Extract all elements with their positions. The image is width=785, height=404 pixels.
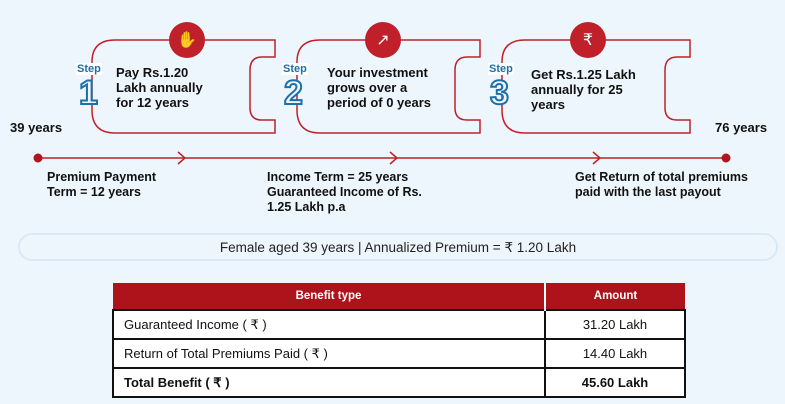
step-1-text: Pay Rs.1.20 Lakh annually for 12 years [116, 65, 203, 110]
step-3-label: Step [488, 63, 514, 75]
step-2-text: Your investment grows over a period of 0 y… [327, 65, 432, 110]
growth-chart-icon: ↗ [365, 22, 401, 58]
table-row: Guaranteed Income ( ₹ ) 31.20 Lakh [112, 309, 686, 340]
amount-cell: 14.40 Lakh [544, 338, 686, 369]
timeline-arrow-icon [177, 151, 187, 165]
step-3-text: Get Rs.1.25 Lakh annually for 25 years [531, 67, 636, 112]
timeline-start-dot [33, 153, 43, 163]
step-1-number: 1 [78, 74, 99, 112]
timeline-arrow-icon [389, 151, 399, 165]
amount-cell: 31.20 Lakh [544, 309, 686, 340]
table-header-row: Benefit type Amount [113, 283, 685, 310]
step-2-frame [296, 39, 481, 134]
step-1-label: Step [76, 63, 102, 75]
start-age: 39 years [10, 120, 63, 135]
benefit-type-cell: Total Benefit ( ₹ ) [112, 367, 546, 398]
timeline-arrow-icon [592, 151, 602, 165]
income-term-label: Income Term = 25 years Guaranteed Income … [267, 170, 422, 214]
timeline-end-dot [721, 153, 731, 163]
step-3-frame [501, 39, 691, 134]
step-1-frame [91, 39, 276, 134]
premium-term-label: Premium Payment Term = 12 years [47, 170, 157, 199]
step-3-number: 3 [489, 74, 510, 112]
column-header: Amount [545, 283, 685, 310]
step-2-label: Step [282, 63, 308, 75]
amount-cell: 45.60 Lakh [544, 367, 686, 398]
money-hand-icon: ✋ [169, 22, 205, 58]
money-bag-hand-icon: ₹ [570, 22, 606, 58]
total-row: Total Benefit ( ₹ ) 45.60 Lakh [112, 367, 686, 398]
benefit-table: Benefit type Amount Guaranteed Income ( … [112, 283, 686, 398]
step-2-number: 2 [283, 74, 304, 112]
table-row: Return of Total Premiums Paid ( ₹ ) 14.4… [112, 338, 686, 369]
column-header: Benefit type [113, 283, 546, 310]
benefit-type-cell: Return of Total Premiums Paid ( ₹ ) [112, 338, 546, 369]
summary-banner: Female aged 39 years | Annualized Premiu… [18, 233, 778, 261]
return-label: Get Return of total premiums paid with th… [575, 170, 748, 199]
benefit-type-cell: Guaranteed Income ( ₹ ) [112, 309, 546, 340]
end-age: 76 years [715, 120, 768, 135]
